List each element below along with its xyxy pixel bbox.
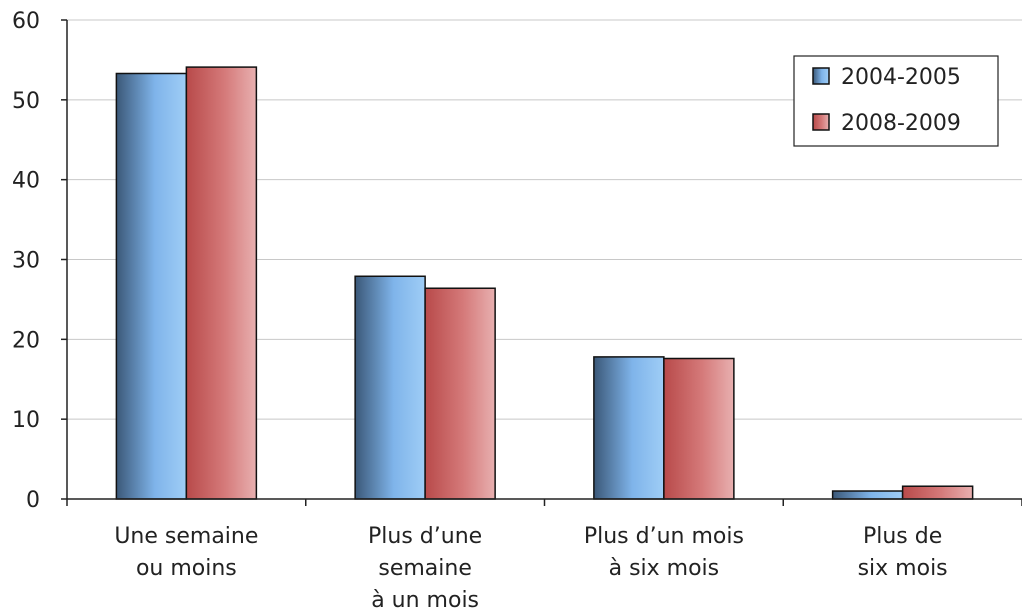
legend-label: 2008-2009 [841,111,961,136]
x-tick-label-line: Plus d’un mois [584,524,744,549]
bar-series-2 [901,485,974,500]
y-tick-label: 10 [12,408,40,433]
y-tick-label: 30 [12,249,40,274]
bar-series-1 [593,356,665,500]
bar-series-2 [663,357,735,500]
legend-swatch [812,67,830,85]
bar-series-1 [354,275,426,500]
x-tick-label-line: Plus d’une [368,524,482,549]
x-tick-label-line: à un mois [371,588,479,610]
bars [115,66,974,500]
axes: 0 10 20 30 40 50 60 Une semaine ou moins Plus d’u… [12,9,1022,613]
x-tick-label: Plus de six mois [858,524,948,581]
legend: 2004-2005 2008-2009 [793,55,999,147]
x-tick-label-line: ou moins [136,556,237,581]
x-tick-label-line: six mois [858,556,948,581]
y-tick-label: 20 [12,328,40,353]
y-tick-label: 0 [26,488,40,513]
x-tick-label-line: à six mois [609,556,720,581]
legend-swatch [812,113,830,131]
y-tick-label: 60 [12,9,40,34]
x-tick-label-line: Plus de [863,524,942,549]
x-tick-label: Plus d’une semaine à un mois [368,524,482,610]
x-tick-label: Une semaine ou moins [114,524,258,581]
bar-series-1 [115,72,188,500]
x-tick-label-line: Une semaine [114,524,258,549]
bar-series-2 [424,287,496,500]
y-tick-label: 50 [12,89,40,114]
bar-series-1 [831,490,904,500]
y-tick-label: 40 [12,169,40,194]
bar-series-2 [185,66,258,500]
x-tick-label-line: semaine [378,556,472,581]
legend-label: 2004-2005 [841,65,961,90]
x-tick-label: Plus d’un mois à six mois [584,524,744,581]
